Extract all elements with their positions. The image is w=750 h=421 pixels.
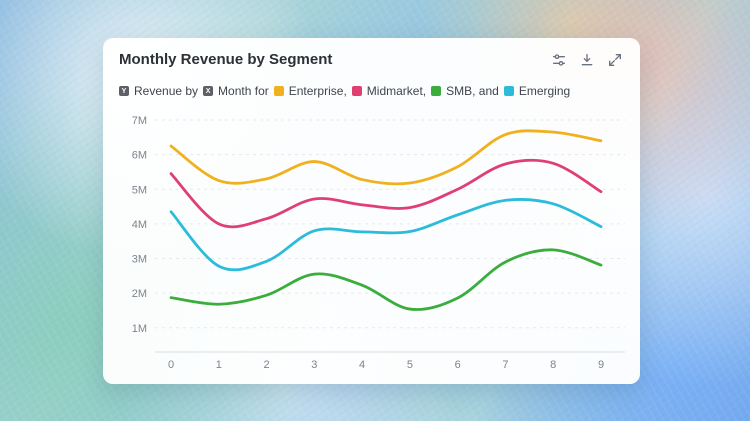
legend: Y Revenue by X Month for Enterprise, Mid… bbox=[119, 83, 628, 99]
x-tick-label-2: 2 bbox=[263, 359, 269, 371]
x-tick-label-3: 3 bbox=[311, 359, 317, 371]
legend-y-label: Revenue by bbox=[134, 84, 199, 98]
legend-item-midmarket: Midmarket, bbox=[366, 84, 427, 98]
series-line-enterprise bbox=[169, 129, 603, 186]
series-line-smb bbox=[169, 248, 603, 311]
y-tick-label-4: 4M bbox=[132, 219, 147, 231]
legend-item-emerging: Emerging bbox=[518, 84, 571, 98]
legend-x-label: Month for bbox=[218, 84, 269, 98]
y-tick-label-7: 7M bbox=[132, 115, 147, 127]
axis-layer: 1M 2M 3M 4M 5M 6M 7M 0 1 2 3 4 5 6 7 8 9 bbox=[132, 115, 625, 371]
y-tick-label-1: 1M bbox=[132, 323, 147, 335]
expand-icon bbox=[607, 52, 623, 68]
grid-layer bbox=[155, 119, 625, 329]
legend-swatch-smb bbox=[431, 86, 442, 96]
x-tick-label-8: 8 bbox=[550, 359, 556, 371]
y-tick-label-2: 2M bbox=[132, 288, 147, 300]
chart-area: 1M 2M 3M 4M 5M 6M 7M 0 1 2 3 4 5 6 7 8 9 bbox=[113, 106, 633, 374]
download-icon bbox=[579, 52, 595, 68]
expand-button[interactable] bbox=[606, 51, 624, 69]
x-axis-chip: X bbox=[203, 86, 214, 96]
legend-swatch-emerging bbox=[503, 86, 514, 96]
series-line-midmarket bbox=[169, 158, 603, 229]
series-layer bbox=[169, 129, 603, 311]
chart-title: Monthly Revenue by Segment bbox=[119, 51, 333, 68]
y-tick-label-3: 3M bbox=[132, 254, 147, 266]
x-tick-label-0: 0 bbox=[168, 359, 174, 371]
x-tick-label-4: 4 bbox=[359, 359, 365, 371]
download-button[interactable] bbox=[578, 51, 596, 69]
y-tick-label-5: 5M bbox=[132, 184, 147, 196]
x-tick-label-7: 7 bbox=[502, 359, 508, 371]
series-line-emerging bbox=[169, 198, 603, 272]
x-tick-label-1: 1 bbox=[216, 359, 222, 371]
chart-toolbar bbox=[550, 51, 624, 69]
legend-item-smb: SMB, and bbox=[446, 84, 499, 98]
x-tick-label-9: 9 bbox=[598, 359, 604, 371]
chart-card: Monthly Revenue by Segment bbox=[103, 38, 640, 384]
filters-button[interactable] bbox=[550, 51, 568, 69]
y-axis-chip: Y bbox=[119, 86, 129, 96]
x-tick-label-6: 6 bbox=[455, 359, 461, 371]
x-tick-label-5: 5 bbox=[407, 359, 413, 371]
legend-swatch-enterprise bbox=[273, 86, 284, 96]
filters-icon bbox=[551, 52, 567, 68]
legend-item-enterprise: Enterprise, bbox=[288, 84, 347, 98]
y-tick-label-6: 6M bbox=[132, 150, 147, 162]
line-chart: 1M 2M 3M 4M 5M 6M 7M 0 1 2 3 4 5 6 7 8 9 bbox=[132, 115, 625, 371]
chart-header: Monthly Revenue by Segment bbox=[119, 51, 624, 73]
legend-swatch-midmarket bbox=[351, 86, 362, 96]
